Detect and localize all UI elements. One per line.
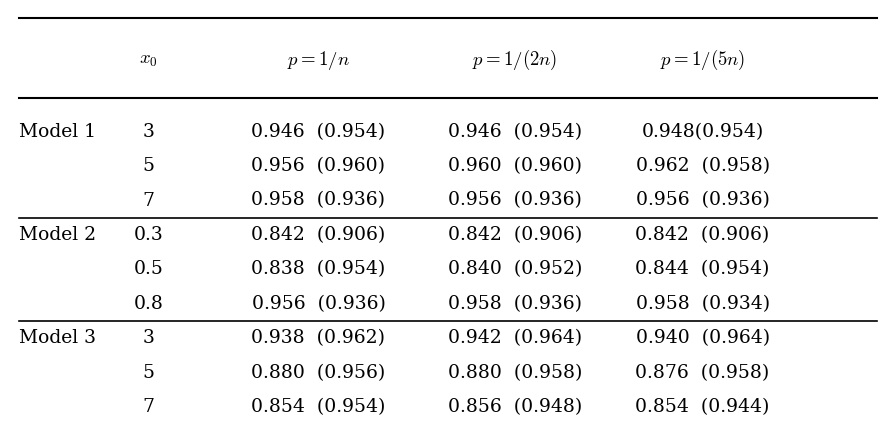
Text: 0.854  (0.944): 0.854 (0.944) xyxy=(635,398,770,416)
Text: Model 1: Model 1 xyxy=(19,123,96,141)
Text: 0.842  (0.906): 0.842 (0.906) xyxy=(448,226,582,244)
Text: 3: 3 xyxy=(142,123,155,141)
Text: 0.3: 0.3 xyxy=(134,226,164,244)
Text: 0.958  (0.936): 0.958 (0.936) xyxy=(252,192,385,209)
Text: 0.8: 0.8 xyxy=(134,295,164,313)
Text: 0.844  (0.954): 0.844 (0.954) xyxy=(635,261,770,278)
Text: $p = 1/n$: $p = 1/n$ xyxy=(287,49,350,72)
Text: 0.880  (0.958): 0.880 (0.958) xyxy=(448,364,582,382)
Text: Model 3: Model 3 xyxy=(19,330,96,347)
Text: 0.842  (0.906): 0.842 (0.906) xyxy=(635,226,770,244)
Text: 0.956  (0.936): 0.956 (0.936) xyxy=(252,295,385,313)
Text: 7: 7 xyxy=(142,398,155,416)
Text: 0.5: 0.5 xyxy=(134,261,164,278)
Text: 0.956  (0.960): 0.956 (0.960) xyxy=(252,157,385,175)
Text: $p = 1/(5n)$: $p = 1/(5n)$ xyxy=(660,48,745,72)
Text: 5: 5 xyxy=(142,364,155,382)
Text: 0.960  (0.960): 0.960 (0.960) xyxy=(448,157,582,175)
Text: 0.854  (0.954): 0.854 (0.954) xyxy=(251,398,385,416)
Text: 7: 7 xyxy=(142,192,155,209)
Text: 0.948(0.954): 0.948(0.954) xyxy=(642,123,763,141)
Text: 0.958  (0.936): 0.958 (0.936) xyxy=(448,295,582,313)
Text: 0.838  (0.954): 0.838 (0.954) xyxy=(252,261,385,278)
Text: 0.946  (0.954): 0.946 (0.954) xyxy=(448,123,582,141)
Text: 0.962  (0.958): 0.962 (0.958) xyxy=(635,157,770,175)
Text: 0.942  (0.964): 0.942 (0.964) xyxy=(448,330,582,347)
Text: $p = 1/(2n)$: $p = 1/(2n)$ xyxy=(472,48,557,72)
Text: 0.842  (0.906): 0.842 (0.906) xyxy=(252,226,385,244)
Text: 0.880  (0.956): 0.880 (0.956) xyxy=(252,364,385,382)
Text: 0.938  (0.962): 0.938 (0.962) xyxy=(252,330,385,347)
Text: 0.956  (0.936): 0.956 (0.936) xyxy=(448,192,582,209)
Text: 0.958  (0.934): 0.958 (0.934) xyxy=(635,295,770,313)
Text: 0.840  (0.952): 0.840 (0.952) xyxy=(448,261,582,278)
Text: 3: 3 xyxy=(142,330,155,347)
Text: 0.856  (0.948): 0.856 (0.948) xyxy=(448,398,582,416)
Text: Model 2: Model 2 xyxy=(19,226,97,244)
Text: 0.876  (0.958): 0.876 (0.958) xyxy=(635,364,770,382)
Text: 5: 5 xyxy=(142,157,155,175)
Text: 0.946  (0.954): 0.946 (0.954) xyxy=(252,123,385,141)
Text: $x_0$: $x_0$ xyxy=(140,51,158,69)
Text: 0.956  (0.936): 0.956 (0.936) xyxy=(635,192,770,209)
Text: 0.940  (0.964): 0.940 (0.964) xyxy=(635,330,770,347)
